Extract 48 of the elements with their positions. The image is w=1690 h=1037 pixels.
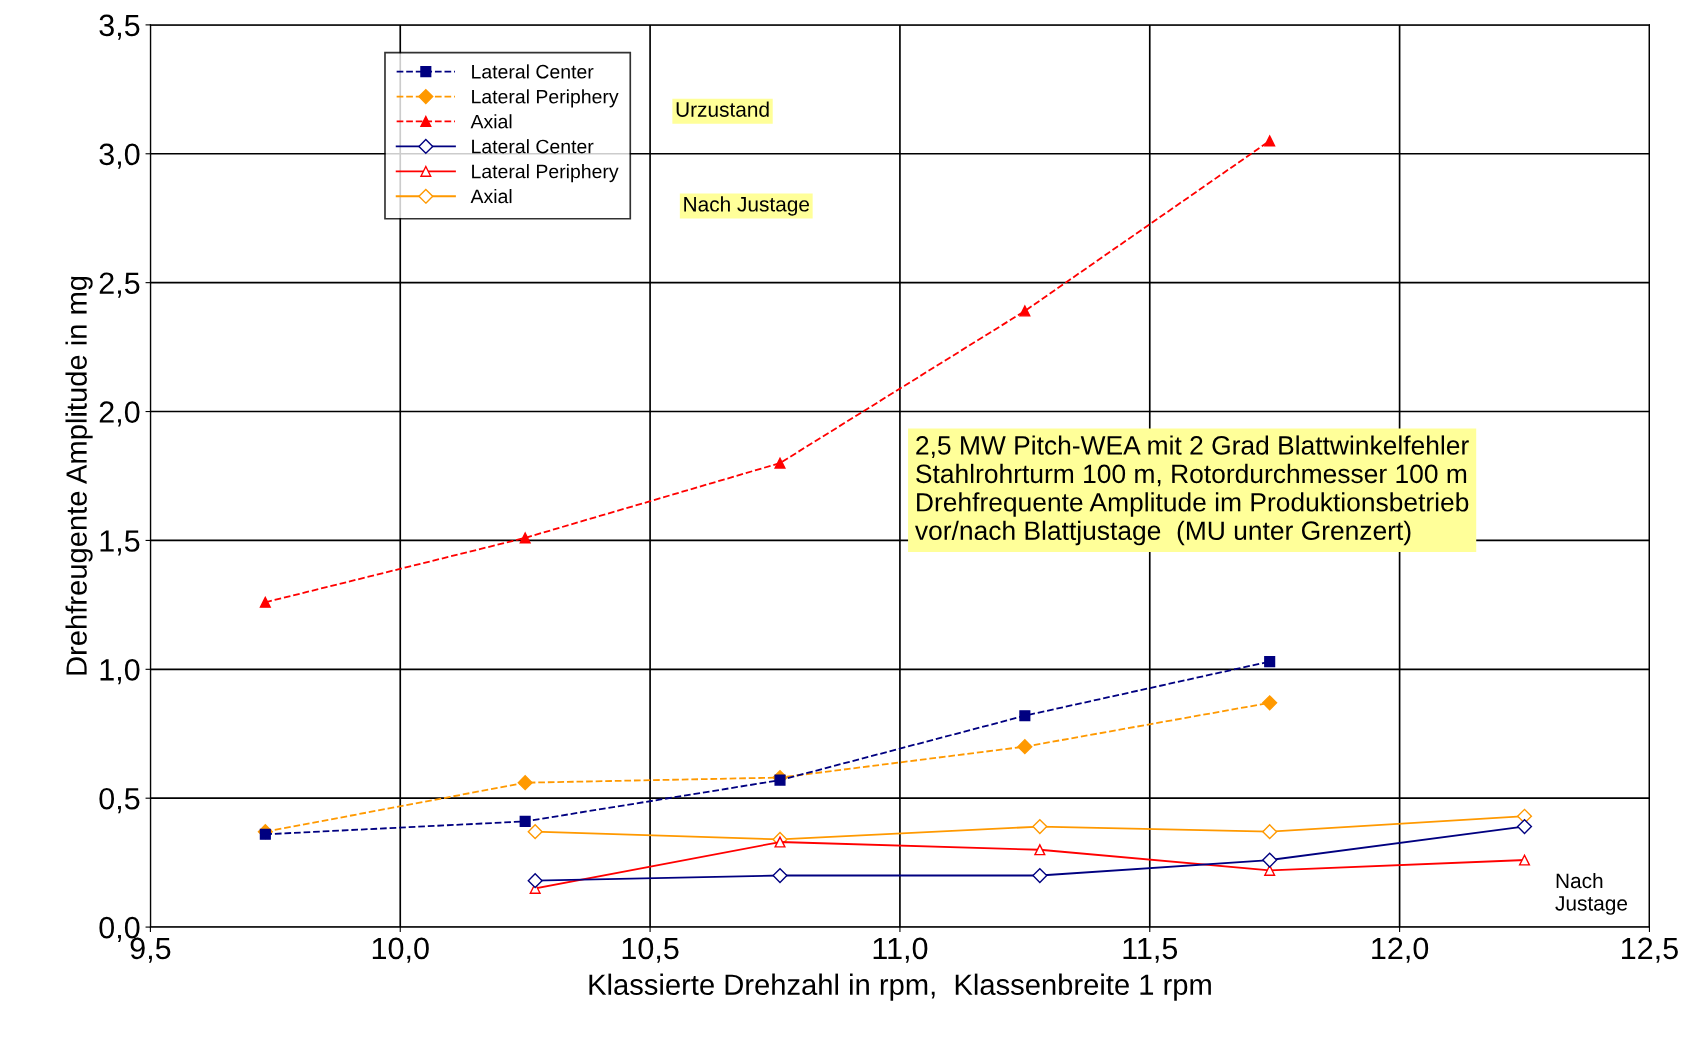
point <box>1032 867 1048 884</box>
x-tick-label: 10,5 <box>622 937 679 963</box>
point <box>1516 818 1533 835</box>
point <box>1017 739 1033 755</box>
point <box>1262 695 1278 711</box>
point <box>1262 824 1278 840</box>
point <box>1516 808 1533 824</box>
legend-label: Lateral Center <box>472 64 594 79</box>
x-tick-label: 11,5 <box>1123 937 1178 963</box>
legend-label: Axial <box>470 114 512 129</box>
point <box>1034 844 1046 856</box>
point <box>1264 656 1276 668</box>
point <box>1019 305 1031 317</box>
point <box>527 873 543 889</box>
point <box>519 532 531 544</box>
point <box>774 836 786 848</box>
annotation: 2,5 MW Pitch-WEA mit 2 Grad Blattwinkelfehler Stahlrohrturm 100 m, Rotordurchmesser 100 m Drehfrequente Amplitude im Produktionsbetrieb vor/nach Blattjustage (MU unter Grenzert) <box>915 435 1469 546</box>
y-tick-label: 2,5 <box>99 272 140 298</box>
point <box>519 815 531 827</box>
x-tick-label: 10,0 <box>372 937 429 963</box>
legend-label: Lateral Periphery <box>472 164 619 183</box>
y-tick-label: 3,5 <box>99 14 140 40</box>
legend-label: Lateral Center <box>472 139 594 154</box>
y-tick-label: 2,0 <box>99 401 140 427</box>
point <box>1032 818 1048 835</box>
point <box>517 775 533 791</box>
y-tick-label: 1,5 <box>100 530 140 556</box>
point <box>772 867 788 884</box>
point <box>774 457 786 469</box>
y-tick-label: 1,0 <box>100 659 140 685</box>
y-tick-label: 3,0 <box>99 143 140 169</box>
point <box>259 596 271 608</box>
x-tick-label: 12,5 <box>1622 937 1678 963</box>
point <box>1518 854 1531 866</box>
x-axis-title: Klassierte Drehzahl in rpm, Klassenbreite 1 rpm <box>589 973 1211 1001</box>
y-axis-title: Drehfreugente Amplitude in mg <box>65 276 93 675</box>
annotation: Nach Justage <box>1555 872 1628 915</box>
x-tick-label: 11,0 <box>873 937 928 963</box>
x-tick-label: 12,0 <box>1372 937 1429 963</box>
point <box>527 824 543 840</box>
legend-label: Lateral Periphery <box>472 89 619 108</box>
point <box>1019 710 1031 722</box>
annotation: Urzustand <box>676 101 769 117</box>
legend-label: Axial <box>470 188 512 204</box>
y-tick-label: 0,5 <box>99 787 140 814</box>
point <box>1262 852 1278 868</box>
point <box>1264 135 1276 147</box>
annotation: Nach Justage <box>684 196 810 216</box>
